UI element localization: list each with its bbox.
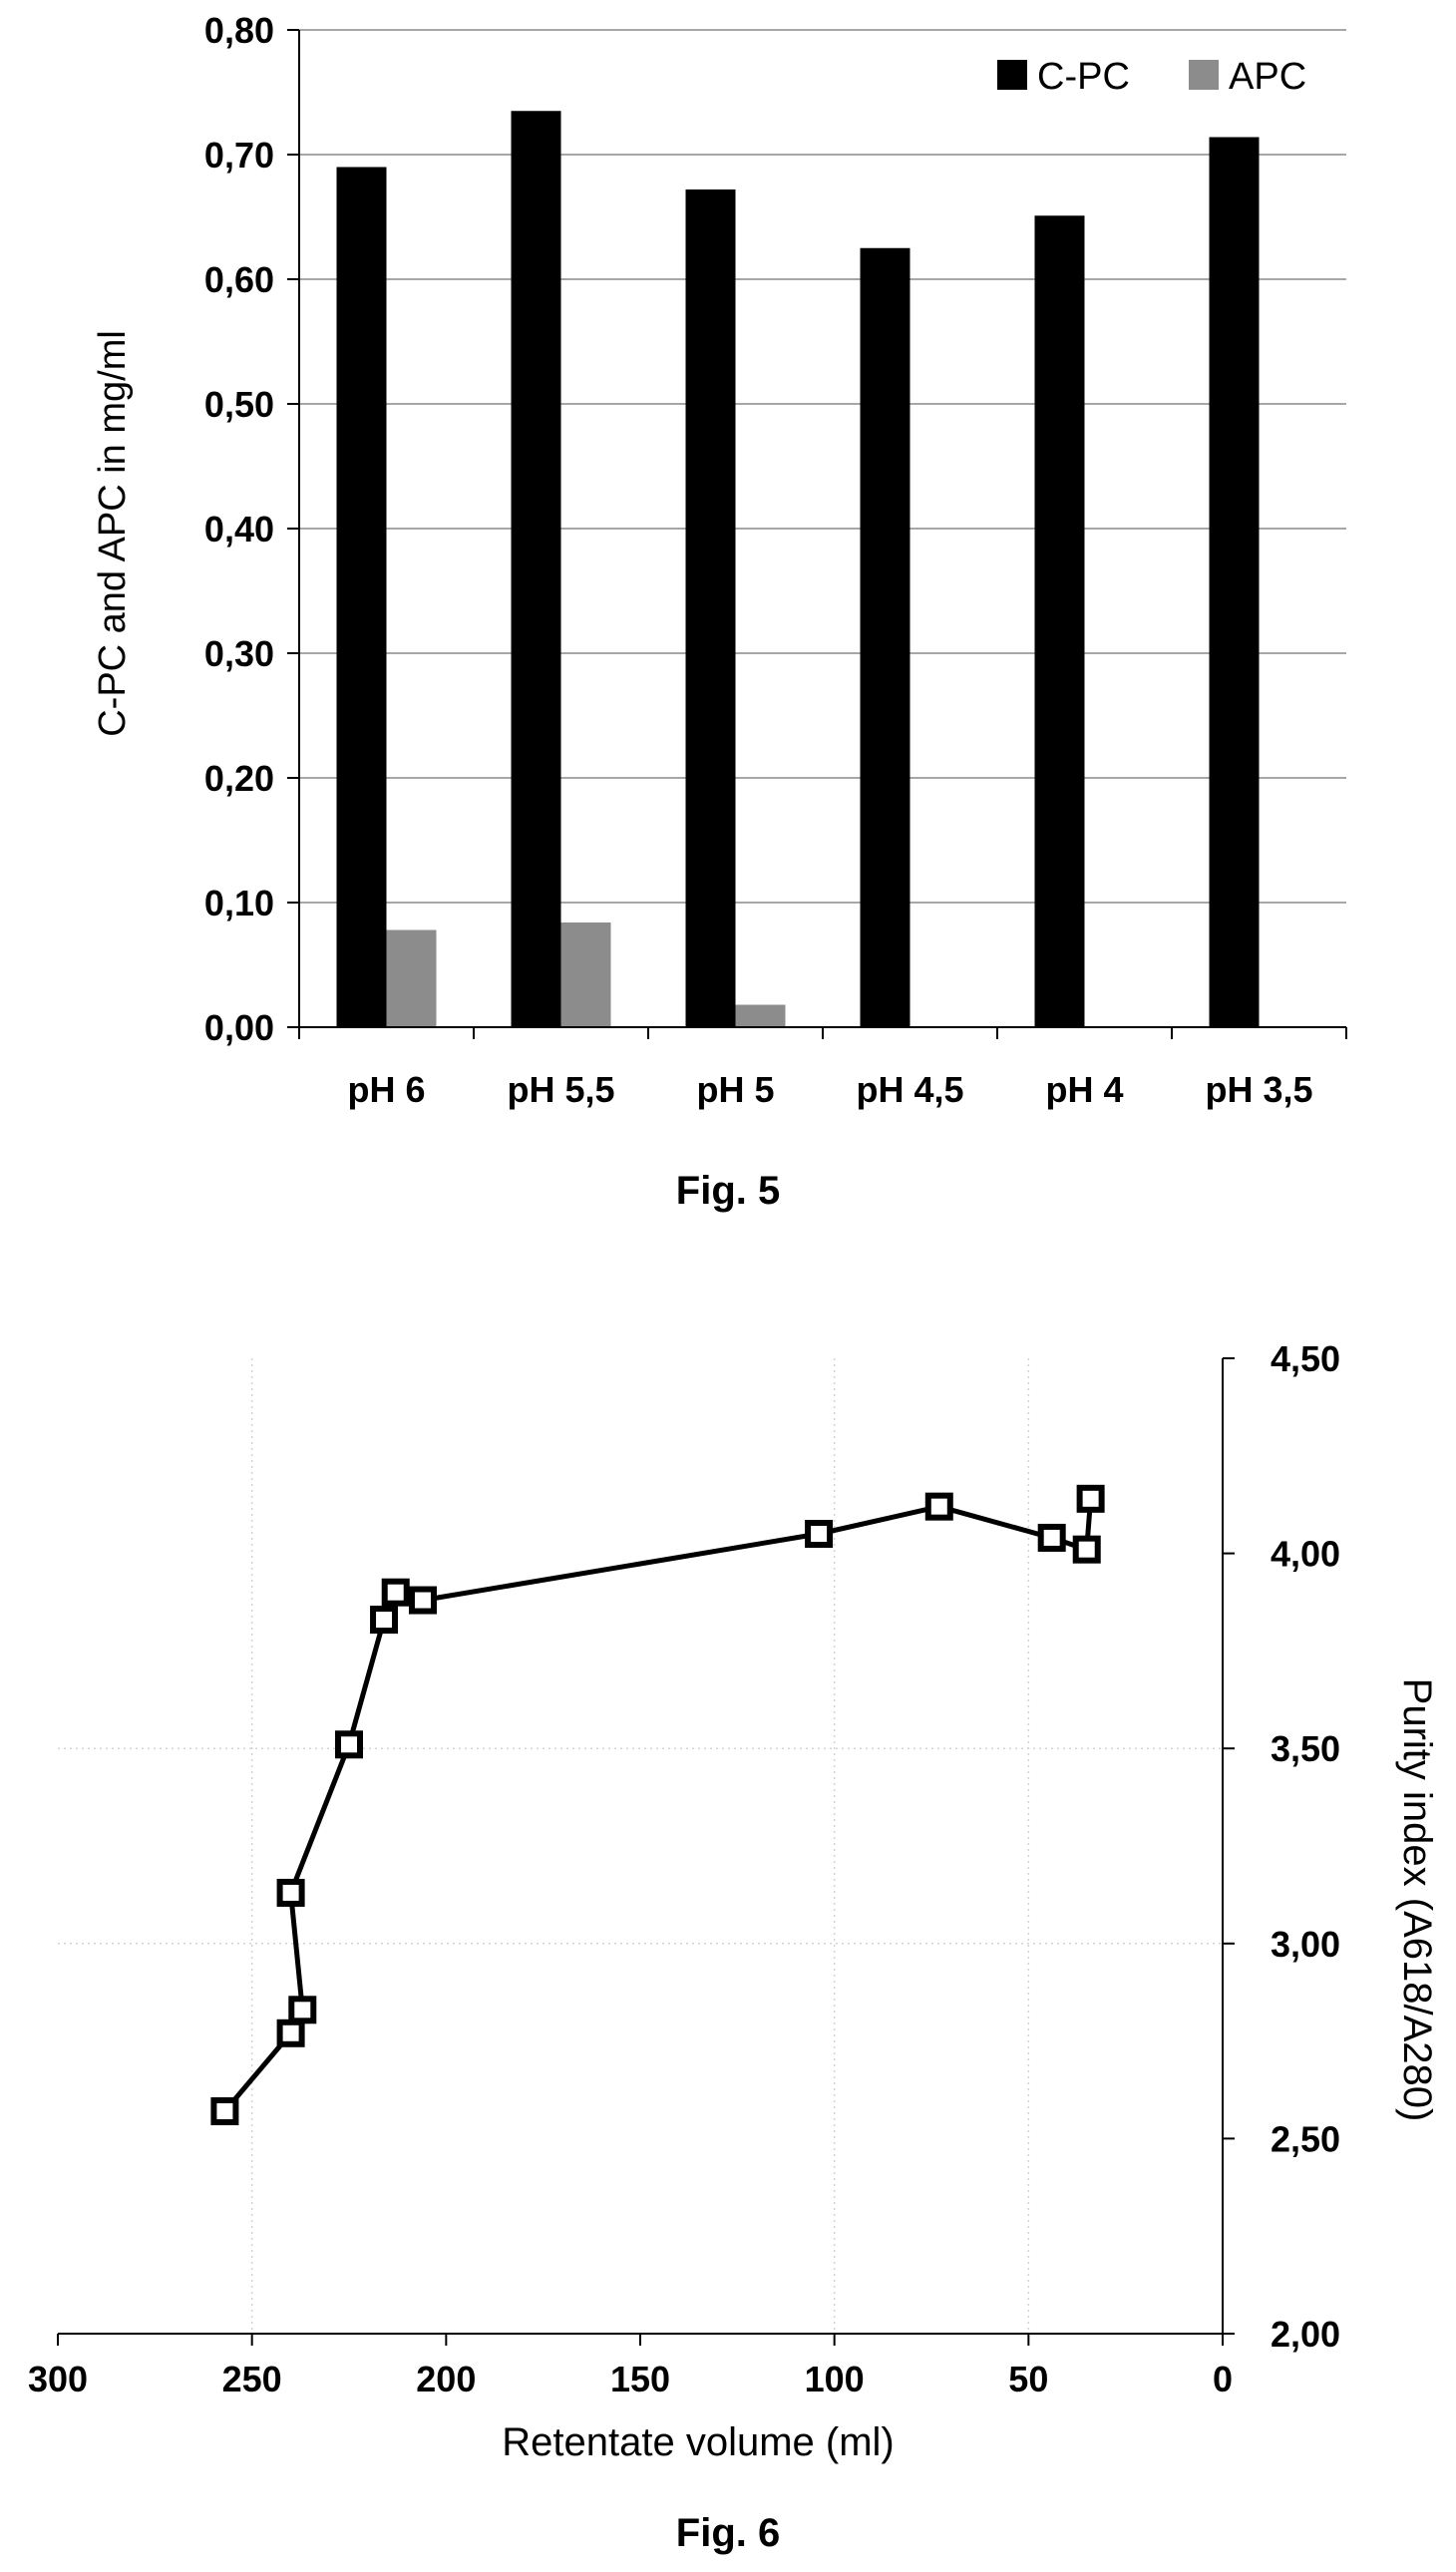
- fig6-data-point: [370, 1606, 399, 1635]
- fig6-data-point: [381, 1578, 410, 1607]
- figure-6-line-chart: 2,00 2,50 3,00 3,50 4,00 4,50 300 250 200 150 100…: [28, 1338, 1439, 2555]
- fig6-data-point: [1072, 1535, 1101, 1564]
- fig5-y-tick-label: 0,40: [204, 509, 274, 550]
- fig6-caption: Fig. 6: [676, 2511, 780, 2555]
- fig6-y-tick-label: 4,00: [1271, 1534, 1340, 1575]
- fig5-bar-c-pc: [336, 167, 387, 1027]
- fig6-data-point: [276, 2019, 305, 2047]
- fig5-y-axis-title: C-PC and APC in mg/ml: [92, 330, 134, 737]
- fig5-bar-apc: [735, 1004, 786, 1027]
- fig5-y-tick-label: 0,30: [204, 633, 274, 674]
- fig5-x-tick-label: pH 4,5: [856, 1069, 963, 1110]
- fig6-data-point: [210, 2097, 239, 2126]
- figure-5-bar-chart: 0,00 0,10 0,20 0,30 0,40 0,50 0,60 0,70 0,80 pH …: [92, 10, 1347, 1213]
- fig6-data-point: [805, 1520, 834, 1549]
- fig5-bar-c-pc: [511, 111, 561, 1027]
- fig5-axes: [287, 29, 1347, 1039]
- fig6-y-axis-title: Purity index (A618/A280): [1395, 1678, 1439, 2122]
- fig6-x-tick-label: 50: [1008, 2359, 1048, 2399]
- fig6-data-point: [288, 1996, 317, 2024]
- fig6-series: [210, 1484, 1105, 2126]
- fig6-data-point: [924, 1492, 953, 1521]
- fig5-caption: Fig. 5: [676, 1169, 780, 1213]
- fig5-y-tick-label: 0,20: [204, 758, 274, 799]
- fig6-data-point: [1037, 1523, 1066, 1552]
- fig5-legend-swatch: [1189, 60, 1219, 90]
- fig6-x-tick-label: 250: [222, 2359, 282, 2399]
- fig5-x-tick-label: pH 5,5: [507, 1069, 614, 1110]
- fig5-bar-c-pc: [1209, 137, 1260, 1027]
- fig6-x-axis-title: Retentate volume (ml): [502, 2420, 894, 2464]
- fig6-data-point: [1076, 1484, 1105, 1513]
- fig5-y-tick-label: 0,80: [204, 10, 274, 51]
- fig5-gridlines: [299, 29, 1346, 904]
- fig5-x-tick-label: pH 5: [696, 1069, 774, 1110]
- fig5-legend: C-PC APC: [997, 56, 1306, 98]
- fig5-bar-c-pc: [860, 247, 910, 1027]
- fig6-x-tick-label: 0: [1213, 2359, 1233, 2399]
- fig5-x-tick-label: pH 4: [1045, 1069, 1123, 1110]
- fig6-y-tick-label: 2,00: [1271, 2314, 1340, 2355]
- fig5-bars: [336, 111, 1260, 1027]
- fig6-data-point: [276, 1878, 305, 1907]
- fig5-x-tick-labels: pH 6 pH 5,5 pH 5 pH 4,5 pH 4 pH 3,5: [347, 1069, 1312, 1110]
- fig6-x-tick-label: 150: [610, 2359, 670, 2399]
- fig5-bar-apc: [386, 929, 437, 1027]
- fig5-legend-label: APC: [1229, 56, 1306, 98]
- fig6-axes: [57, 1357, 1235, 2346]
- fig5-y-tick-label: 0,50: [204, 384, 274, 425]
- fig6-y-tick-label: 3,50: [1271, 1728, 1340, 1769]
- fig5-y-tick-labels: 0,00 0,10 0,20 0,30 0,40 0,50 0,60 0,70 0,80: [204, 10, 274, 1048]
- fig5-legend-label: C-PC: [1037, 56, 1130, 98]
- fig5-x-tick-label: pH 3,5: [1205, 1069, 1312, 1110]
- fig6-data-point: [408, 1586, 437, 1615]
- fig6-y-tick-label: 4,50: [1271, 1338, 1340, 1379]
- fig5-y-tick-label: 0,70: [204, 135, 274, 176]
- fig5-bar-c-pc: [685, 189, 736, 1027]
- fig6-series-line: [222, 1498, 1094, 2113]
- fig6-data-point: [335, 1730, 363, 1759]
- fig5-bar-apc: [560, 922, 611, 1027]
- fig5-bar-c-pc: [1034, 215, 1085, 1027]
- fig5-legend-swatch: [997, 60, 1027, 90]
- fig5-y-tick-label: 0,00: [204, 1007, 274, 1048]
- fig6-y-tick-labels: 2,00 2,50 3,00 3,50 4,00 4,50: [1271, 1338, 1340, 2355]
- fig6-x-tick-label: 200: [416, 2359, 476, 2399]
- fig6-y-tick-label: 2,50: [1271, 2118, 1340, 2159]
- fig6-y-tick-label: 3,00: [1271, 1924, 1340, 1965]
- fig5-y-tick-label: 0,60: [204, 259, 274, 300]
- fig6-x-tick-label: 100: [805, 2359, 865, 2399]
- fig6-x-tick-labels: 300 250 200 150 100 50 0: [28, 2359, 1233, 2399]
- fig6-x-tick-label: 300: [28, 2359, 88, 2399]
- fig6-faint-gridlines: [58, 1358, 1223, 2334]
- fig5-y-tick-label: 0,10: [204, 883, 274, 923]
- fig5-x-tick-label: pH 6: [347, 1069, 425, 1110]
